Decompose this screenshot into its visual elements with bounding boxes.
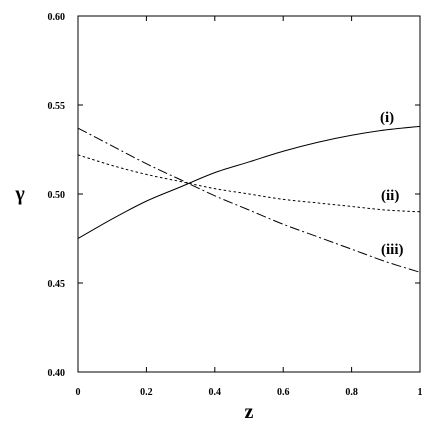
y-tick-label: 0.50	[48, 190, 66, 201]
x-tick-label: 0.8	[345, 387, 358, 398]
y-axis-title: γ	[14, 183, 25, 205]
y-tick-label: 0.40	[48, 368, 66, 379]
x-tick-label: 0	[76, 387, 81, 398]
series-label-i: (i)	[380, 110, 394, 126]
x-tick-label: 0.6	[277, 387, 290, 398]
x-tick-label: 0.4	[209, 387, 222, 398]
series-lines	[77, 125, 421, 273]
x-axis-title: z	[245, 401, 254, 423]
y-tick-label: 0.45	[48, 279, 66, 290]
axis-ticks	[77, 15, 421, 373]
series-line-3	[77, 127, 421, 273]
series-line-2	[77, 154, 421, 213]
y-tick-label: 0.55	[48, 101, 66, 112]
series-label-iii: (iii)	[381, 242, 404, 258]
series-label-ii: (ii)	[381, 188, 399, 204]
x-tick-label: 0.2	[140, 387, 153, 398]
x-tick-label: 1	[418, 387, 423, 398]
series-line-1	[77, 125, 421, 239]
y-tick-label: 0.60	[48, 12, 66, 23]
axis-tick-labels: 0 0.2 0.4 0.6 0.8 1 0.40 0.45 0.50 0.55 0.60	[48, 12, 423, 398]
